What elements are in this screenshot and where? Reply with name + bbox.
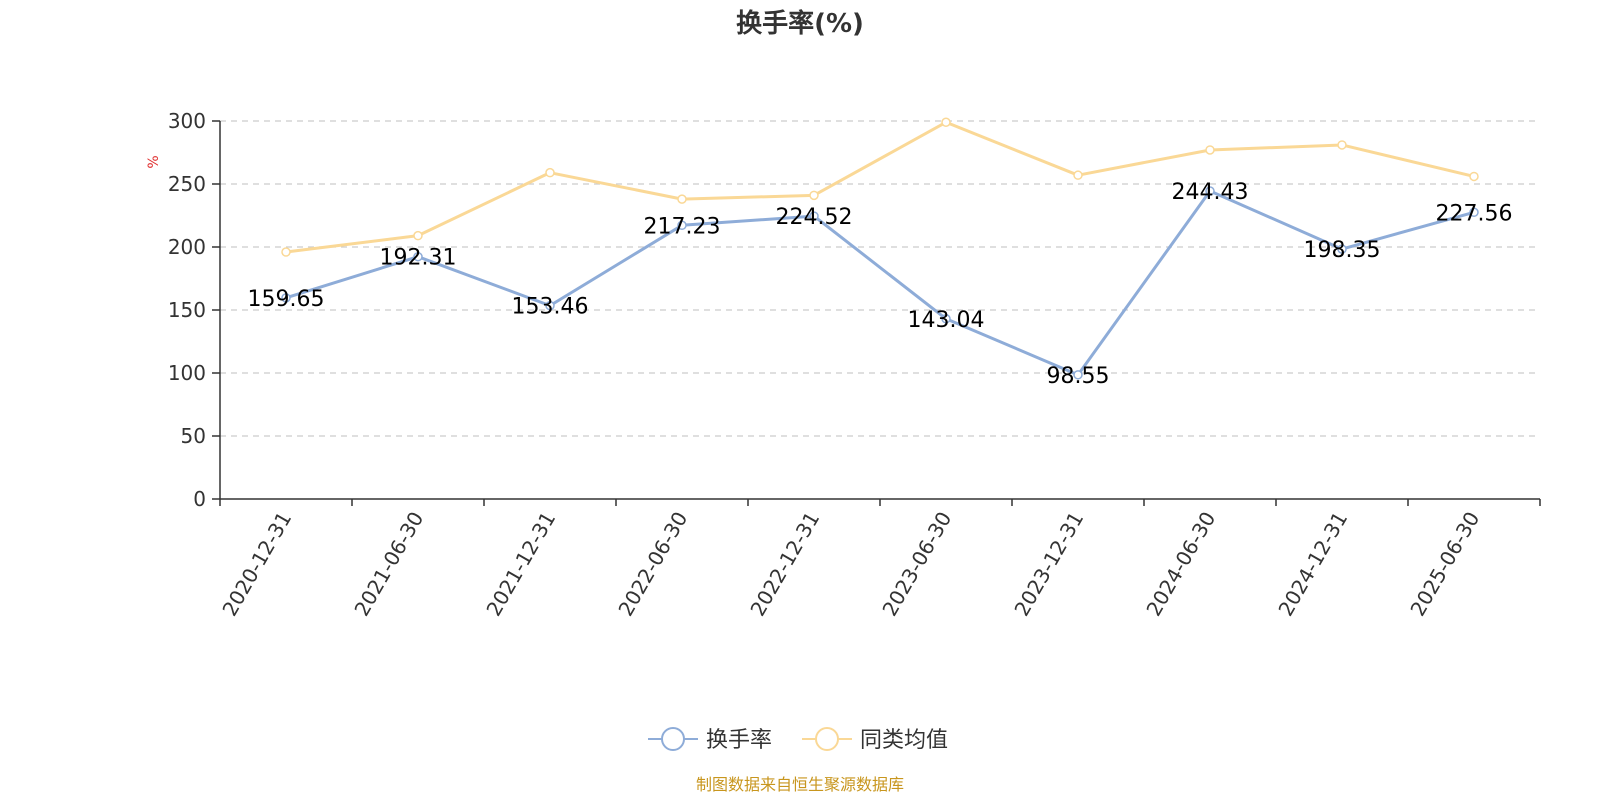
- x-tick-label: 2022-12-31: [745, 508, 824, 621]
- series-point-0: [1469, 207, 1479, 218]
- legend[interactable]: 换手率 同类均值: [648, 727, 948, 753]
- series-point-0: [413, 251, 423, 262]
- data-label: 217.23: [644, 214, 721, 239]
- legend-item-1[interactable]: 同类均值: [802, 727, 948, 753]
- data-label: 227.56: [1436, 201, 1513, 226]
- data-label: 224.52: [776, 205, 853, 230]
- legend-label: 换手率: [706, 728, 772, 753]
- series-point-1: [1337, 140, 1347, 150]
- chart-title: 换手率(%): [736, 8, 864, 39]
- series-point-0: [677, 220, 687, 231]
- y-tick-label: 50: [181, 424, 206, 448]
- series-point-1: [545, 167, 555, 178]
- data-label: 198.35: [1304, 238, 1381, 263]
- y-tick-label: 150: [168, 298, 206, 322]
- y-tick-label: 0: [193, 487, 206, 511]
- legend-marker-icon: [661, 727, 685, 751]
- series-point-0: [1073, 370, 1083, 380]
- data-label: 192.31: [380, 246, 457, 271]
- x-tick-label: 2020-12-31: [217, 508, 296, 621]
- data-label: 244.43: [1172, 180, 1249, 205]
- x-tick-label: 2022-06-30: [613, 508, 692, 621]
- x-tick-label: 2024-12-31: [1273, 508, 1352, 621]
- x-tick-label: 2021-12-31: [481, 508, 560, 621]
- series-point-0: [809, 211, 819, 221]
- series-point-0: [1205, 186, 1215, 196]
- x-tick-label: 2021-06-30: [349, 508, 428, 621]
- source-note: 制图数据来自恒生聚源数据库: [696, 775, 904, 794]
- x-tick-label: 2023-06-30: [877, 508, 956, 621]
- data-label: 159.65: [248, 287, 325, 312]
- axes: 0 50 100 150 200 250 300 2020-12-31 2021-06-30 20…: [168, 109, 1541, 621]
- data-label: 143.04: [908, 308, 985, 333]
- legend-item-0[interactable]: 换手率: [648, 727, 772, 753]
- x-tick-label: 2025-06-30: [1405, 508, 1484, 621]
- series-lines: [281, 117, 1479, 380]
- x-tick-label: 2023-12-31: [1009, 508, 1088, 621]
- x-tick-label: 2024-06-30: [1141, 508, 1220, 621]
- series-point-1: [1469, 171, 1479, 182]
- series-point-0: [281, 293, 291, 303]
- y-tick-label: 250: [168, 172, 206, 196]
- y-axis-unit-label: %: [146, 155, 162, 168]
- y-tick-label: 200: [168, 235, 206, 259]
- series-line-0: [285, 189, 1475, 377]
- series-point-1: [413, 230, 423, 241]
- series-point-1: [281, 247, 291, 257]
- y-tick-label: 300: [168, 109, 206, 133]
- legend-label: 同类均值: [860, 728, 948, 753]
- grid-lines: [220, 120, 1540, 437]
- data-labels: 159.65 192.31 153.46 217.23 224.52 143.04 98.5…: [248, 180, 1513, 389]
- series-point-1: [1205, 145, 1215, 155]
- series-point-1: [677, 194, 687, 204]
- series-point-0: [1337, 244, 1347, 254]
- series-point-1: [809, 190, 819, 201]
- series-point-1: [941, 117, 951, 128]
- series-point-0: [941, 314, 951, 324]
- series-line-1: [285, 120, 1475, 254]
- series-point-1: [1073, 170, 1083, 180]
- series-point-0: [545, 300, 555, 311]
- data-label: 98.55: [1047, 364, 1110, 389]
- data-label: 153.46: [512, 295, 589, 320]
- y-tick-label: 100: [168, 361, 206, 385]
- legend-marker-icon: [815, 727, 839, 751]
